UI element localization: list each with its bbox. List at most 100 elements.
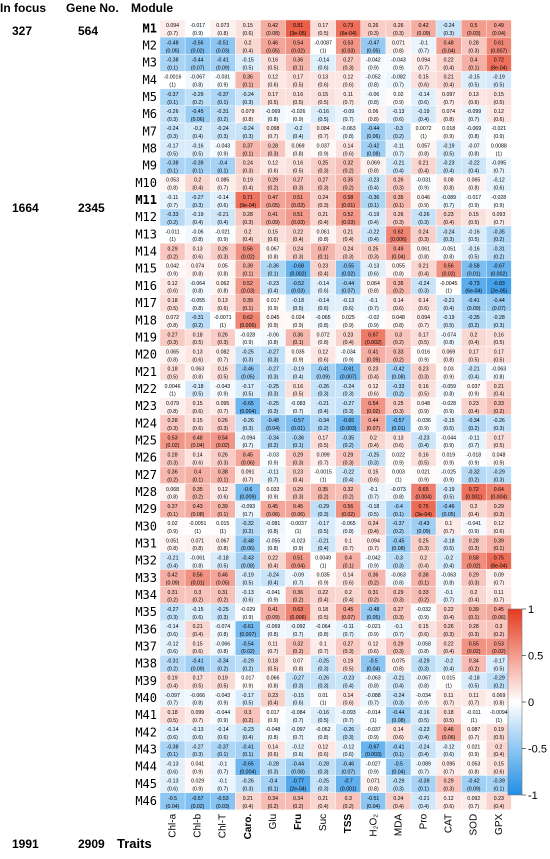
cell-pvalue: (0.6) [293, 752, 304, 758]
cell-correlation: -0.14 [317, 281, 329, 287]
cell-correlation: -0.064 [190, 281, 205, 287]
cell-correlation: -0.043 [215, 384, 230, 390]
cell-correlation: -0.19 [443, 315, 455, 321]
cell-pvalue: (0.09) [467, 306, 481, 312]
cell-correlation: -0.23 [418, 435, 430, 441]
cell-pvalue: (0.6) [368, 271, 379, 277]
module-label: M14 [135, 245, 157, 259]
cell-correlation: -0.31 [192, 315, 204, 321]
cell-pvalue: (0.04) [442, 48, 456, 54]
cell-pvalue: (0.2) [368, 598, 379, 604]
cell-correlation: -0.043 [391, 58, 406, 64]
cell-pvalue: (0.5) [468, 254, 479, 260]
cell-pvalue: (0.7) [268, 649, 279, 655]
cell-correlation: -0.26 [242, 779, 254, 785]
cell-pvalue: (0.9) [494, 134, 505, 140]
cell-correlation: 0.13 [218, 298, 228, 304]
trait-label: SOD [469, 814, 480, 836]
cell-correlation: 0.066 [266, 676, 279, 682]
cell-pvalue: (0.3) [268, 769, 279, 775]
cell-pvalue: (0.4) [268, 289, 279, 295]
cell-pvalue: (0.6) [418, 306, 429, 312]
cell-correlation: -0.28 [317, 762, 329, 768]
cell-pvalue: (0.5) [443, 718, 454, 724]
cell-pvalue: (0.06) [442, 735, 456, 741]
cell-correlation: -0.22 [367, 229, 379, 235]
cell-pvalue: (0.2) [243, 666, 254, 672]
cell-pvalue: (0.3) [243, 134, 254, 140]
cell-pvalue: (0.6) [443, 752, 454, 758]
cell-pvalue: (0.004) [240, 409, 257, 415]
cell-pvalue: (0.5) [217, 684, 228, 690]
cell-pvalue: (0.8) [268, 117, 279, 123]
cell-correlation: 0.18 [268, 659, 278, 665]
cell-pvalue: (1) [220, 323, 227, 329]
trait-label: TSS [343, 813, 354, 833]
cell-pvalue: (0.9) [368, 323, 379, 329]
cell-pvalue: (0.9) [192, 31, 203, 37]
cell-correlation: -0.35 [342, 435, 354, 441]
cell-pvalue: (0.9) [443, 460, 454, 466]
cell-correlation: -0.074 [215, 624, 230, 630]
cell-correlation: 0.2 [495, 744, 502, 750]
cell-pvalue: (0.6) [443, 804, 454, 810]
cell-correlation: -0.17 [493, 659, 505, 665]
cell-correlation: 0.32 [343, 487, 353, 493]
cell-pvalue: (0.08) [392, 546, 406, 552]
cell-correlation: 0.024 [292, 315, 305, 321]
cell-correlation: -0.13 [167, 762, 179, 768]
cell-correlation: 0.12 [494, 109, 504, 115]
cell-pvalue: (0.2) [343, 495, 354, 501]
cell-pvalue: (0.8) [443, 392, 454, 398]
cell-correlation: 0.45 [243, 452, 253, 458]
cell-pvalue: (0.9) [167, 529, 178, 535]
cell-pvalue: (0.1) [217, 752, 228, 758]
cell-correlation: 0.24 [243, 161, 253, 167]
cell-pvalue: (0.06) [492, 615, 506, 621]
module-label: M16 [135, 279, 157, 293]
cell-correlation: 0.2 [470, 590, 477, 596]
module-label: M12 [135, 210, 157, 224]
cell-correlation: 0.56 [243, 246, 253, 252]
cell-correlation: -0.44 [292, 762, 304, 768]
cell-pvalue: (0.4) [268, 563, 279, 569]
cell-pvalue: (0.4) [443, 65, 454, 71]
cell-pvalue: (0.3) [318, 769, 329, 775]
cell-correlation: -0.093 [341, 710, 356, 716]
module-label: M45 [135, 777, 157, 791]
cell-pvalue: (0.04) [367, 804, 381, 810]
cell-pvalue: (0.3) [268, 151, 279, 157]
cell-pvalue: (0.06) [266, 512, 280, 518]
cell-correlation: 0.54 [218, 435, 228, 441]
cell-correlation: -0.42 [367, 143, 379, 149]
cell-pvalue: (0.1) [167, 752, 178, 758]
cell-correlation: -0.051 [441, 246, 456, 252]
cell-pvalue: (0.6) [217, 495, 228, 501]
cell-pvalue: (0.4) [368, 237, 379, 243]
cell-correlation: -0.13 [192, 727, 204, 733]
cell-pvalue: (0.6) [343, 306, 354, 312]
cell-pvalue: (0.8) [217, 546, 228, 552]
cell-pvalue: (0.01) [291, 426, 305, 432]
cell-correlation: 0.079 [241, 109, 254, 115]
cell-pvalue: (0.8) [217, 649, 228, 655]
cell-correlation: -0.089 [441, 195, 456, 201]
cell-pvalue: (0.2) [468, 323, 479, 329]
cell-pvalue: (0.4) [192, 632, 203, 638]
cell-pvalue: (0.7) [468, 117, 479, 123]
cell-pvalue: (0.2) [243, 718, 254, 724]
cell-pvalue: (0.5) [418, 718, 429, 724]
cell-correlation: 0.22 [293, 229, 303, 235]
cell-correlation: -0.11 [267, 470, 279, 476]
cell-pvalue: (0.6) [343, 83, 354, 89]
cell-correlation: 0.02 [393, 92, 403, 98]
cell-pvalue: (0.4) [343, 478, 354, 484]
cell-correlation: -0.42 [393, 367, 405, 373]
cell-pvalue: (1) [169, 392, 176, 398]
cell-pvalue: (0.7) [217, 409, 228, 415]
module-label: M44 [135, 760, 157, 774]
cell-correlation: 0.26 [218, 418, 228, 424]
cell-pvalue: (0.8) [494, 375, 505, 381]
cell-correlation: -0.021 [366, 624, 381, 630]
cell-correlation: 0.15 [368, 470, 378, 476]
